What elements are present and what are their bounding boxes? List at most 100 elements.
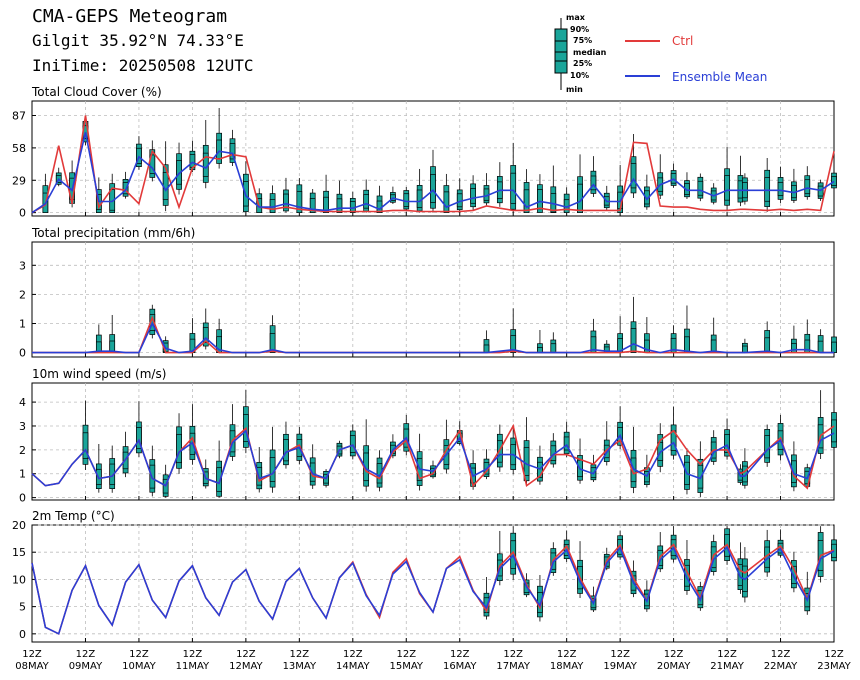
box-inner [336,198,343,214]
box-inner [764,177,771,202]
box-inner [416,189,423,208]
legend-label-median: median [573,48,607,57]
box-inner [216,139,222,159]
panel-frame [31,100,835,217]
box-inner [550,343,557,353]
box-inner [523,447,530,476]
init-time-label: IniTime: 20250508 12UTC [32,56,254,75]
x-tick-label-date: 09MAY [69,661,103,672]
y-tick-label: 20 [12,519,26,532]
box-inner [229,143,236,160]
x-tick-label-date: 16MAY [443,661,477,672]
x-tick-label-date: 14MAY [336,661,370,672]
ensemble-mean-line [32,321,834,354]
y-tick-label: 0 [19,347,26,360]
panel-2: Total precipitation (mm/6h) 0 1 2 3 [19,226,837,360]
box-inner [510,172,517,204]
box-inner [537,189,543,210]
box-inner [283,439,289,462]
box-inner [831,341,837,353]
y-tick-label: 1 [19,468,26,481]
box-inner [831,419,837,443]
y-tick-label: 58 [12,142,26,155]
box-inner [216,467,222,492]
x-tick-label-hour: 12Z [22,649,42,660]
box-inner [724,175,730,201]
box-legend-icon [554,18,568,90]
box-inner [403,193,410,207]
box-inner [349,435,356,453]
box-inner [590,175,597,191]
y-tick-label: 0 [19,207,26,220]
x-tick-label-date: 15MAY [390,661,424,672]
box-inner [296,190,303,214]
panel-title: Total precipitation (mm/6h) [31,226,195,240]
panel-1: Total Cloud Cover (%) 0 29 58 87 [12,85,837,220]
box-inner [496,440,503,463]
x-tick-label-date: 10MAY [122,661,156,672]
page-title: CMA-GEPS Meteogram [32,6,228,27]
legend-label-max: max [566,13,586,22]
box-inner [136,427,142,450]
legend-label-p75: 75% [573,36,592,45]
x-tick-label-date: 13MAY [283,661,317,672]
box-inner [283,193,289,209]
box-inner [309,198,316,214]
x-tick-label-date: 22MAY [764,661,798,672]
x-tick-label-hour: 12Z [450,649,470,660]
panel-frame [31,241,835,358]
x-tick-label-hour: 12Z [76,649,96,660]
y-tick-label: 15 [12,546,26,559]
box-inner [742,345,748,353]
box-inner [443,191,450,214]
box-inner [630,163,637,189]
x-tick-label-date: 17MAY [496,661,530,672]
x-tick-label-date: 23MAY [817,661,851,672]
station-label: Gilgit 35.92°N 74.33°E [32,31,244,50]
x-tick-label-date: 18MAY [550,661,584,672]
panel-title: Total Cloud Cover (%) [31,85,162,99]
box-inner [817,340,824,353]
box-inner [510,335,517,353]
legend-label-p90: 90% [570,25,589,34]
box-inner [323,196,329,214]
ensemble-mean-line [31,429,835,487]
legend-label-p25: 25% [573,59,592,68]
x-tick-label-date: 20MAY [657,661,691,672]
x-tick-label-hour: 12Z [664,649,684,660]
box-inner [563,436,570,451]
x-tick-label-hour: 12Z [557,649,577,660]
box-inner [831,175,837,186]
box-inner [430,173,436,203]
x-tick-label-hour: 12Z [129,649,149,660]
box-inner [189,154,196,168]
y-tick-label: 2 [19,444,26,457]
x-tick-label-hour: 12Z [290,649,310,660]
y-tick-label: 2 [19,288,26,301]
box-inner [804,179,811,195]
y-tick-label: 29 [12,174,26,187]
x-tick-label-hour: 12Z [236,649,256,660]
legend-label-p10: 10% [570,71,589,80]
y-tick-label: 10 [12,573,26,586]
box-inner [630,328,637,353]
y-tick-label: 87 [12,110,26,123]
box-inner [470,188,476,204]
panel-4: 2m Temp (°C) 0 5 10 15 20 [12,509,837,643]
x-tick-label-date: 21MAY [710,661,744,672]
y-tick-label: 1 [19,318,26,331]
box-inner [349,201,356,212]
legend-label-min: min [566,85,583,94]
panel-title: 2m Temp (°C) [32,509,115,523]
y-tick-label: 3 [19,420,26,433]
x-tick-label-hour: 12Z [396,649,416,660]
box-inner [764,435,771,459]
box-inner [791,342,797,353]
box-inner [269,333,276,353]
x-tick-label-hour: 12Z [824,649,844,660]
ctrl-legend-label: Ctrl [672,34,693,48]
y-tick-label: 3 [19,259,26,272]
y-tick-label: 5 [19,601,26,614]
